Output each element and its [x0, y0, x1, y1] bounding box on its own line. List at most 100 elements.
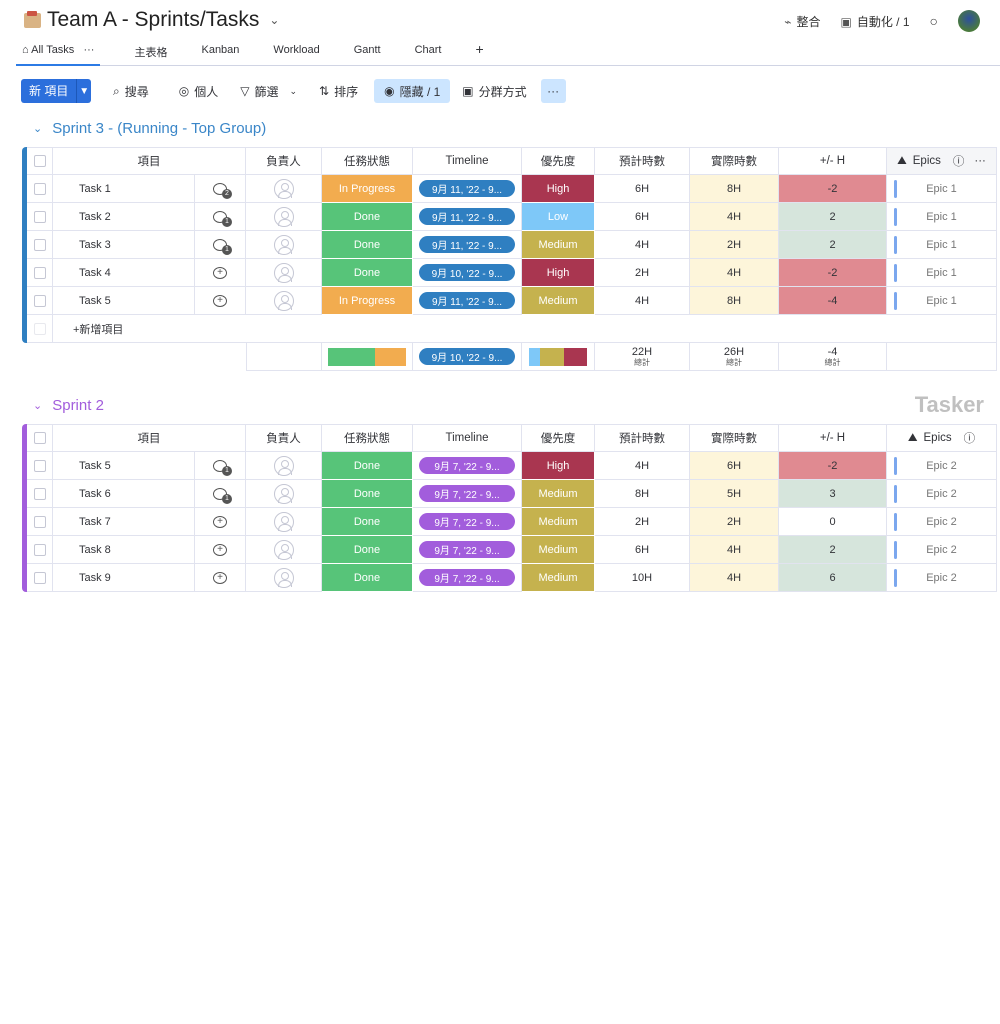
priority-cell[interactable]: Medium	[522, 564, 595, 592]
priority-cell[interactable]: High	[522, 259, 595, 287]
search-button[interactable]: ⌕ 搜尋	[113, 79, 149, 103]
checkbox[interactable]	[33, 515, 46, 528]
row-checkbox[interactable]	[27, 480, 53, 508]
select-all-checkbox[interactable]	[27, 147, 53, 175]
group-title[interactable]: ⌄ Sprint 3 - (Running - Top Group)	[33, 120, 266, 137]
task-name[interactable]: Task 8	[53, 536, 195, 564]
status-cell[interactable]: In Progress	[322, 175, 413, 203]
table-row[interactable]: Task 2 1 Done 9月 11, '22 - 9... Low 6H 4H 2 Epic…	[22, 203, 1000, 231]
status-cell[interactable]: Done	[322, 203, 413, 231]
column-header-epics[interactable]: ⛰ Epics ⓘ	[887, 424, 997, 452]
status-cell[interactable]: Done	[322, 508, 413, 536]
task-name[interactable]: Task 5	[53, 287, 195, 315]
epic-cell[interactable]: Epic 2	[887, 480, 997, 508]
column-header-epics[interactable]: ⛰ Epics ⓘ ···	[887, 147, 997, 175]
table-row[interactable]: Task 7 + Done 9月 7, '22 - 9... Medium 2H 2H 0 Ep…	[22, 508, 1000, 536]
priority-cell[interactable]: High	[522, 175, 595, 203]
owner-cell[interactable]	[246, 287, 322, 315]
more-options-button[interactable]: ···	[540, 79, 566, 103]
checkbox[interactable]	[33, 459, 46, 472]
owner-cell[interactable]	[246, 536, 322, 564]
owner-cell[interactable]	[246, 480, 322, 508]
tab-more-icon[interactable]: ···	[83, 44, 95, 56]
row-checkbox[interactable]	[27, 203, 53, 231]
priority-summary[interactable]	[522, 343, 595, 371]
comment-button[interactable]: 1	[195, 480, 246, 508]
filter-button[interactable]: ▽ 篩選 ⌄	[240, 79, 297, 103]
table-row[interactable]: Task 8 + Done 9月 7, '22 - 9... Medium 6H 4H 2 Ep…	[22, 536, 1000, 564]
checkbox[interactable]	[33, 238, 46, 251]
checkbox[interactable]	[33, 266, 46, 279]
timeline-cell[interactable]: 9月 7, '22 - 9...	[413, 508, 522, 536]
table-row[interactable]: Task 1 2 In Progress 9月 11, '22 - 9... High 6…	[22, 175, 1000, 203]
priority-cell[interactable]: Medium	[522, 287, 595, 315]
checkbox[interactable]	[33, 182, 46, 195]
epic-cell[interactable]: Epic 1	[887, 175, 997, 203]
checkbox[interactable]	[33, 432, 46, 444]
chevron-down-icon[interactable]: ⌄	[269, 13, 280, 27]
owner-cell[interactable]	[246, 564, 322, 592]
chevron-down-icon[interactable]: ⌄	[33, 123, 43, 135]
select-all-checkbox[interactable]	[27, 424, 53, 452]
tab-gantt[interactable]: Gantt	[353, 44, 381, 56]
priority-cell[interactable]: High	[522, 452, 595, 480]
row-checkbox[interactable]	[27, 287, 53, 315]
avatar[interactable]	[958, 10, 980, 32]
status-cell[interactable]: Done	[322, 536, 413, 564]
epic-cell[interactable]: Epic 2	[887, 452, 997, 480]
owner-cell[interactable]	[246, 231, 322, 259]
task-name[interactable]: Task 9	[53, 564, 195, 592]
comment-button[interactable]: 1	[195, 203, 246, 231]
timeline-cell[interactable]: 9月 11, '22 - 9...	[413, 287, 522, 315]
checkbox[interactable]	[33, 294, 46, 307]
table-row[interactable]: Task 4 + Done 9月 10, '22 - 9... High 2H 4H -2 Ep…	[22, 259, 1000, 287]
checkbox[interactable]	[33, 543, 46, 556]
chevron-down-icon[interactable]: ⌄	[289, 85, 298, 96]
tab-main-table[interactable]: 主表格	[134, 47, 168, 59]
status-summary[interactable]	[322, 343, 413, 371]
task-name[interactable]: Task 7	[53, 508, 195, 536]
task-name[interactable]: Task 4	[53, 259, 195, 287]
row-checkbox[interactable]	[27, 564, 53, 592]
status-cell[interactable]: Done	[322, 231, 413, 259]
status-cell[interactable]: Done	[322, 452, 413, 480]
row-checkbox[interactable]	[27, 231, 53, 259]
add-item-input[interactable]: +新增項目	[53, 315, 997, 343]
priority-cell[interactable]: Medium	[522, 536, 595, 564]
priority-cell[interactable]: Medium	[522, 231, 595, 259]
comment-button[interactable]: +	[195, 536, 246, 564]
timeline-cell[interactable]: 9月 11, '22 - 9...	[413, 203, 522, 231]
hide-button[interactable]: ◉ 隱藏 / 1	[374, 79, 451, 103]
checkbox[interactable]	[33, 571, 46, 584]
epic-cell[interactable]: Epic 1	[887, 231, 997, 259]
comment-button[interactable]: 2	[195, 175, 246, 203]
status-cell[interactable]: Done	[322, 259, 413, 287]
owner-cell[interactable]	[246, 452, 322, 480]
board-title[interactable]: Team A - Sprints/Tasks ⌄	[24, 8, 279, 32]
task-name[interactable]: Task 1	[53, 175, 195, 203]
comment-button[interactable]: 1	[195, 452, 246, 480]
priority-cell[interactable]: Low	[522, 203, 595, 231]
status-cell[interactable]: Done	[322, 480, 413, 508]
group-by-button[interactable]: ▣ 分群方式	[462, 79, 526, 103]
person-filter-button[interactable]: ◎ 個人	[179, 79, 219, 103]
checkbox[interactable]	[33, 155, 46, 167]
info-icon[interactable]: ⓘ	[963, 433, 976, 445]
table-row[interactable]: Task 5 + In Progress 9月 11, '22 - 9... Mediu…	[22, 287, 1000, 315]
table-row[interactable]: Task 5 1 Done 9月 7, '22 - 9... High 4H 6H -2 Epi…	[22, 452, 1000, 480]
tab-workload[interactable]: Workload	[273, 44, 320, 56]
table-row[interactable]: Task 3 1 Done 9月 11, '22 - 9... Medium 4H 2H 2 E…	[22, 231, 1000, 259]
table-row[interactable]: Task 9 + Done 9月 7, '22 - 9... Medium 10H 4H 6 E…	[22, 564, 1000, 592]
status-cell[interactable]: Done	[322, 564, 413, 592]
group-title[interactable]: ⌄ Sprint 2	[33, 397, 104, 414]
tab-chart[interactable]: Chart	[414, 44, 442, 56]
row-checkbox[interactable]	[27, 536, 53, 564]
task-name[interactable]: Task 2	[53, 203, 195, 231]
priority-cell[interactable]: Medium	[522, 480, 595, 508]
chevron-down-icon[interactable]: ▼	[79, 85, 90, 97]
timeline-summary[interactable]: 9月 10, '22 - 9...	[413, 343, 522, 371]
checkbox[interactable]	[33, 487, 46, 500]
epic-cell[interactable]: Epic 1	[887, 259, 997, 287]
epic-cell[interactable]: Epic 2	[887, 536, 997, 564]
chat-icon[interactable]: ○	[929, 13, 938, 29]
